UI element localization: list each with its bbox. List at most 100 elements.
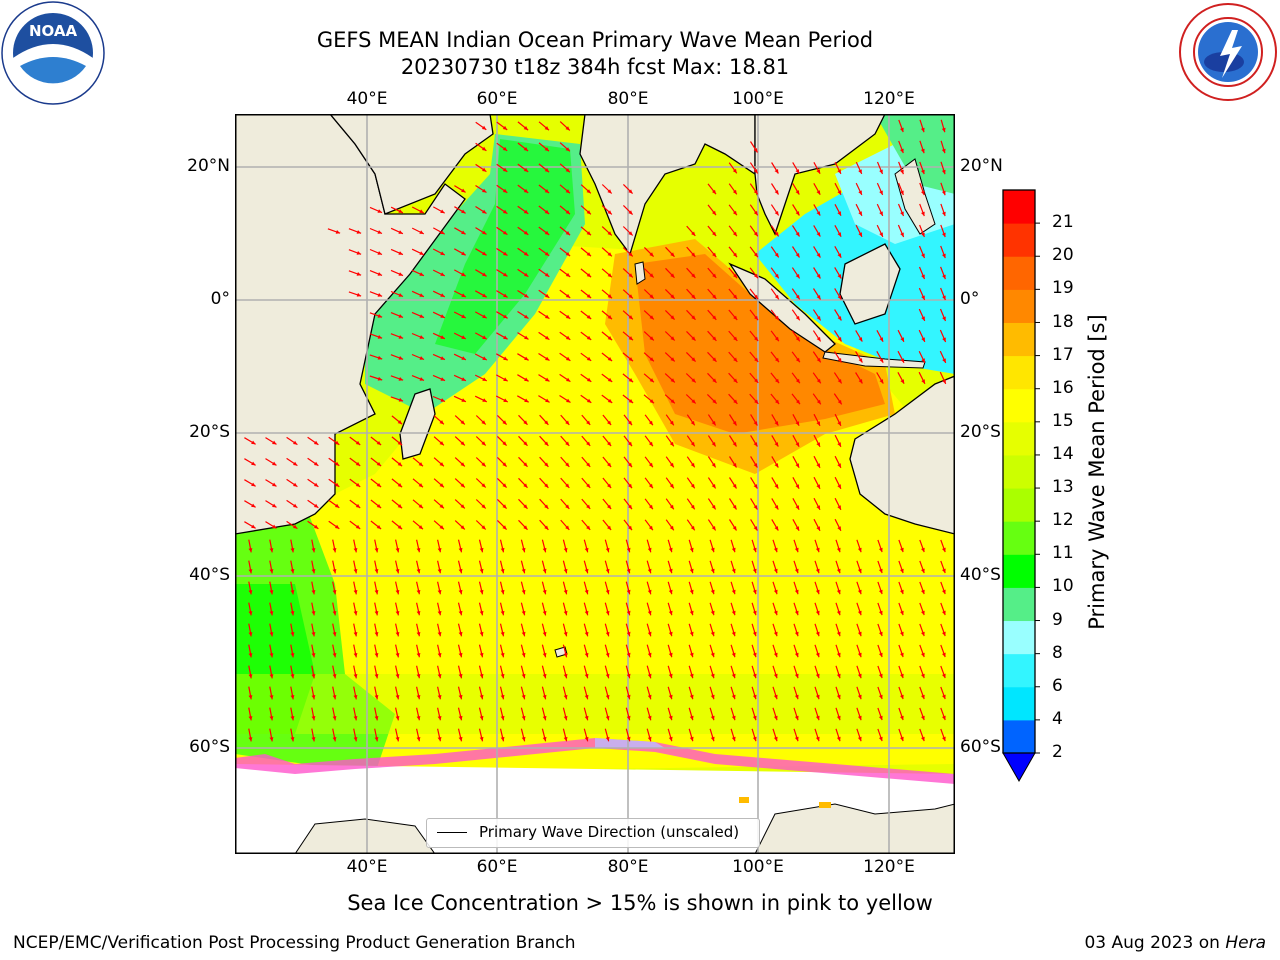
wave-arrow-head [605, 589, 610, 595]
wave-arrow-head [774, 442, 779, 447]
wave-arrow-head [794, 673, 799, 679]
wave-arrow-head [293, 524, 298, 529]
wave-arrow-head [584, 547, 589, 553]
wave-arrow-head [648, 525, 653, 531]
wave-arrow-head [542, 673, 547, 679]
wave-arrow-head [502, 462, 507, 467]
wave-arrow-head [815, 694, 820, 700]
wave-arrow-head [689, 610, 694, 616]
wave-arrow-head [586, 525, 591, 530]
wave-arrow-head [733, 399, 738, 404]
wave-arrow-head [461, 398, 466, 402]
lon-label-bottom: 60°E [476, 857, 518, 877]
wave-arrow-head [416, 632, 421, 637]
wave-arrow-head [437, 716, 442, 721]
wave-arrow-head [523, 483, 528, 488]
wave-arrow-head [523, 147, 529, 151]
wave-arrow-head [691, 315, 696, 320]
wave-arrow-head [313, 440, 319, 445]
wave-arrow-head [460, 483, 465, 488]
colorbar-tick-label: 13 [1052, 477, 1074, 498]
wave-arrow-head [921, 694, 925, 700]
wave-arrow-head [815, 673, 820, 679]
wave-arrow-head [311, 695, 316, 700]
wave-arrow-head [628, 462, 632, 468]
wave-arrow-head [836, 610, 841, 616]
wave-arrow-head [503, 272, 508, 277]
wave-arrow-head [311, 653, 316, 658]
wave-arrow-head [332, 611, 337, 616]
wave-arrow-head [837, 190, 841, 195]
wave-arrow-head [795, 421, 800, 426]
wave-arrow-head [816, 357, 821, 363]
wave-arrow-head [544, 441, 549, 446]
wave-arrow-head [332, 716, 337, 721]
wave-arrow-head [437, 695, 442, 700]
wave-arrow-head [482, 398, 487, 402]
wave-arrow-head [353, 632, 358, 637]
wave-arrow-head [607, 357, 613, 361]
wave-arrow-head [732, 526, 737, 531]
wave-arrow-head [815, 652, 820, 658]
wave-arrow-head [311, 611, 316, 616]
colorbar-band [1003, 719, 1035, 754]
wave-arrow-head [712, 336, 717, 341]
wave-arrow-head [879, 211, 883, 216]
wave-arrow-head [753, 442, 758, 447]
footer-timestamp: 03 Aug 2023 on Hera [1084, 933, 1266, 953]
wave-arrow-head [251, 524, 256, 529]
wave-arrow-head [461, 293, 466, 297]
wave-arrow-head [710, 610, 715, 616]
wave-arrow-head [523, 525, 528, 530]
wave-arrow-head [626, 568, 631, 574]
wave-arrow-head [290, 611, 295, 616]
wave-arrow-head [710, 694, 715, 700]
wave-arrow-head [942, 211, 946, 217]
australia-landmass [849, 375, 955, 535]
wave-arrow-head [398, 335, 404, 339]
wave-arrow-head [668, 589, 673, 595]
wave-arrow-head [711, 484, 716, 489]
wave-arrow-head [753, 189, 758, 195]
wave-arrow-head [733, 294, 738, 299]
wave-arrow-head [524, 398, 529, 403]
wave-arrow-head [647, 568, 652, 574]
wave-arrow-head [586, 462, 591, 467]
wave-arrow-head [377, 251, 382, 255]
wave-arrow-head [837, 253, 842, 258]
wave-arrow-head [269, 674, 274, 679]
wave-arrow-head [857, 610, 862, 616]
wave-arrow-head [795, 442, 800, 447]
wave-arrow-head [458, 715, 463, 721]
wave-arrow-head [544, 126, 549, 131]
wave-arrow-head [565, 356, 571, 361]
wave-arrow-head [353, 674, 358, 679]
wave-arrow-head [584, 715, 589, 721]
wave-arrow-head [398, 293, 403, 297]
wave-arrow-head [521, 652, 526, 658]
wave-arrow-head [668, 736, 673, 742]
wave-arrow-head [732, 421, 737, 426]
wave-arrow-head [774, 315, 779, 321]
wave-arrow-head [670, 399, 675, 404]
wave-arrow-head [605, 715, 610, 721]
wave-arrow-head [920, 148, 925, 154]
wave-arrow-head [900, 631, 904, 637]
wave-arrow-head [942, 694, 946, 700]
wave-arrow-head [290, 695, 295, 700]
wave-arrow-head [502, 504, 507, 509]
wave-arrow-head [942, 589, 946, 595]
wave-arrow-head [710, 589, 715, 595]
wave-arrow-head [795, 378, 800, 384]
colorbar-band [1003, 223, 1035, 257]
wave-arrow-head [440, 251, 445, 255]
wave-arrow-head [482, 293, 487, 298]
wave-arrow-head [628, 399, 634, 403]
wave-arrow-head [795, 274, 800, 279]
wave-arrow-head [542, 715, 547, 721]
wave-arrow-head [524, 272, 529, 277]
wave-arrow-head [332, 548, 337, 553]
wave-arrow-head [397, 420, 403, 425]
wave-arrow-head [586, 189, 591, 194]
wave-arrow-head [269, 695, 274, 700]
